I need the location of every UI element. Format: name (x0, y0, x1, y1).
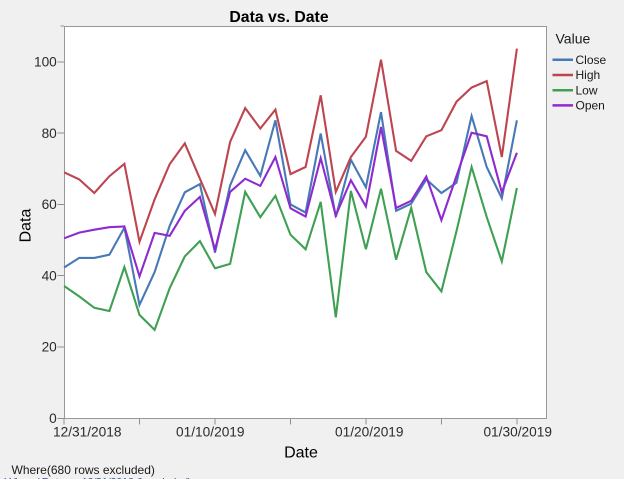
svg-text:Where(:Date >= 12/31/2018 & ex: Where(:Date >= 12/31/2018 & excluded) (5, 475, 192, 479)
svg-text:Value: Value (556, 30, 591, 46)
svg-text:0: 0 (49, 411, 57, 426)
svg-text:Data: Data (18, 209, 35, 243)
svg-text:60: 60 (42, 197, 58, 212)
svg-text:80: 80 (42, 126, 58, 141)
svg-text:12/31/2018: 12/31/2018 (53, 425, 122, 440)
svg-text:01/30/2019: 01/30/2019 (483, 425, 552, 440)
svg-text:Data vs. Date: Data vs. Date (229, 9, 328, 26)
svg-text:01/10/2019: 01/10/2019 (176, 425, 245, 440)
svg-text:100: 100 (34, 55, 57, 70)
svg-text:Where(680 rows excluded): Where(680 rows excluded) (12, 463, 155, 477)
svg-text:Close: Close (576, 53, 607, 67)
svg-text:Date: Date (284, 444, 318, 461)
svg-text:High: High (576, 68, 601, 82)
svg-text:Open: Open (576, 99, 605, 113)
svg-text:01/20/2019: 01/20/2019 (335, 425, 404, 440)
svg-text:40: 40 (42, 268, 58, 283)
svg-text:Low: Low (576, 83, 598, 97)
svg-text:20: 20 (42, 340, 58, 355)
